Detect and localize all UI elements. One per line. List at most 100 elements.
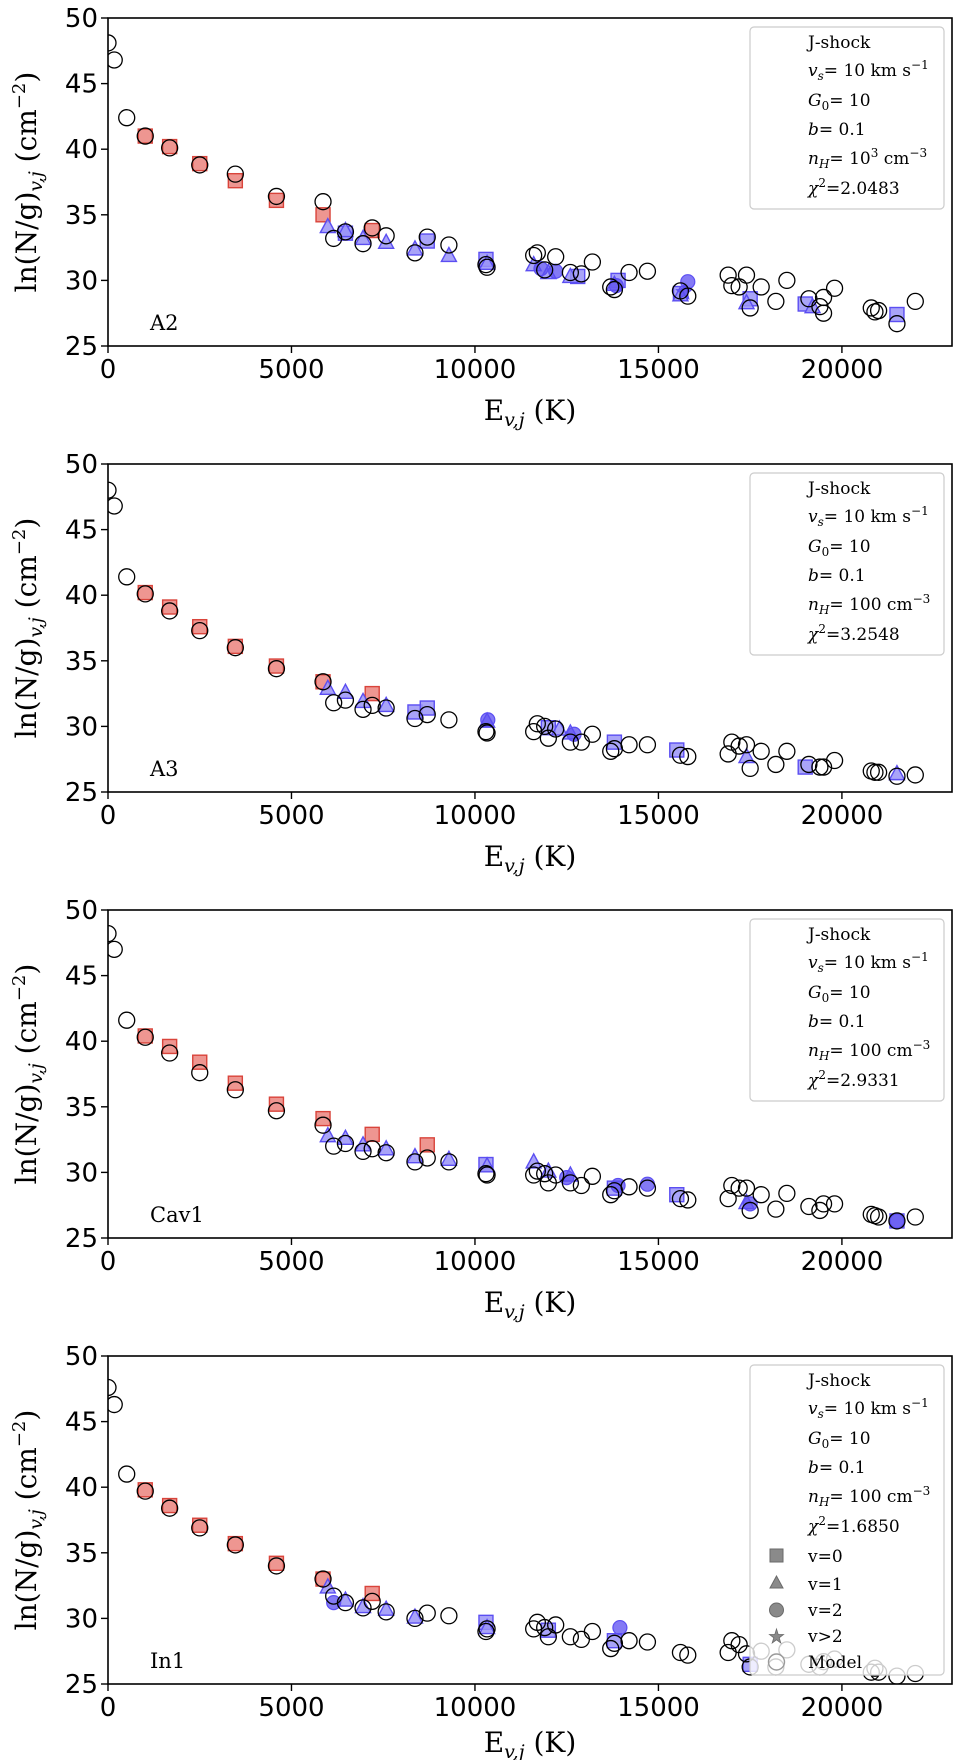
data-point-open-circle bbox=[572, 1176, 591, 1195]
data-point-open-circle bbox=[363, 1592, 381, 1610]
x-tick-label: 0 bbox=[100, 1247, 117, 1277]
data-point-open-circle bbox=[547, 720, 565, 738]
data-point-open-circle bbox=[814, 758, 833, 776]
data-point-open-circle bbox=[160, 602, 179, 620]
y-tick-label: 35 bbox=[65, 1093, 98, 1123]
legend-key-circle-icon bbox=[769, 1602, 784, 1618]
data-point-open-circle bbox=[108, 34, 117, 52]
data-point-open-circle bbox=[814, 304, 833, 322]
data-point-triangle bbox=[319, 678, 337, 696]
legend-key-label: v=2 bbox=[807, 1601, 843, 1621]
data-point-open-circle bbox=[406, 1153, 424, 1171]
data-point-square bbox=[137, 128, 153, 144]
legend-box: J-shock vs= 10 km s−1 G0= 10 b= 0.1 nH= … bbox=[749, 1364, 945, 1676]
plot-frame bbox=[107, 463, 953, 793]
data-point-open-circle bbox=[737, 266, 756, 284]
y-tick-label: 50 bbox=[65, 4, 98, 34]
legend-chi2: χ2=3.2548 bbox=[807, 622, 900, 645]
data-point-triangle bbox=[525, 1152, 543, 1169]
data-point-open-circle bbox=[638, 1633, 657, 1651]
data-point-open-circle bbox=[906, 766, 924, 784]
data-point-open-circle bbox=[118, 1465, 136, 1483]
legend-chi2: χ2=2.0483 bbox=[807, 176, 900, 199]
data-point-open-circle bbox=[536, 717, 554, 736]
y-tick-label: 45 bbox=[65, 962, 98, 992]
legend-key-square-icon bbox=[769, 1548, 784, 1563]
data-point-square bbox=[227, 172, 244, 189]
data-point-open-circle bbox=[741, 759, 759, 778]
legend-g0: G0= 10 bbox=[808, 537, 871, 559]
x-tick-label: 5000 bbox=[258, 801, 324, 831]
data-point-open-circle bbox=[226, 165, 244, 183]
data-point-square bbox=[161, 599, 178, 615]
data-point-triangle bbox=[478, 1618, 496, 1635]
legend-b: b= 0.1 bbox=[808, 120, 866, 140]
data-point-open-circle bbox=[888, 1212, 906, 1230]
data-point-open-circle bbox=[354, 1599, 372, 1617]
panel-cav1: 0 5000 10000 15000 20000 25 30 35 40 45 … bbox=[9, 896, 953, 1323]
data-point-open-circle bbox=[477, 1165, 495, 1183]
y-tick-label: 25 bbox=[65, 332, 98, 362]
data-point-open-circle bbox=[547, 248, 565, 266]
data-point-triangle bbox=[406, 239, 424, 256]
y-tick-label: 40 bbox=[65, 135, 98, 165]
data-point-open-circle bbox=[118, 1011, 136, 1029]
data-point-triangle bbox=[336, 1128, 355, 1145]
data-point-open-circle bbox=[814, 288, 833, 307]
y-axis-label: ln(N/g)v,j (cm−2) bbox=[9, 72, 47, 293]
data-point-open-circle bbox=[418, 705, 436, 724]
data-point-open-circle bbox=[679, 747, 697, 766]
data-point-open-circle bbox=[354, 700, 372, 718]
data-point-triangle bbox=[336, 221, 355, 238]
data-point-triangle bbox=[354, 1597, 372, 1614]
data-point-open-circle bbox=[336, 1134, 355, 1153]
y-axis-label: ln(N/g)v,j (cm−2) bbox=[9, 964, 47, 1185]
data-point-open-circle bbox=[561, 1628, 580, 1646]
data-point-open-circle bbox=[602, 742, 620, 760]
data-point-open-circle bbox=[108, 497, 123, 515]
data-point-open-circle bbox=[478, 1620, 496, 1638]
data-point-square bbox=[315, 207, 331, 223]
data-point-open-circle bbox=[314, 193, 332, 211]
data-point-open-circle bbox=[536, 1165, 554, 1183]
data-point-circle bbox=[639, 1176, 656, 1192]
legend-shock: J-shock bbox=[806, 1371, 871, 1391]
data-point-open-circle bbox=[583, 1622, 602, 1641]
data-point-open-circle bbox=[440, 1153, 458, 1171]
data-point-open-circle bbox=[800, 755, 818, 774]
data-point-square bbox=[889, 306, 905, 323]
data-point-open-circle bbox=[752, 742, 770, 760]
y-tick-label: 30 bbox=[65, 1158, 98, 1188]
data-point-open-circle bbox=[440, 236, 458, 254]
data-point-open-circle bbox=[741, 299, 759, 317]
legend-key-label: v=0 bbox=[807, 1547, 843, 1567]
data-point-open-circle bbox=[418, 1149, 436, 1167]
legend-g0: G0= 10 bbox=[808, 983, 871, 1005]
data-point-open-circle bbox=[336, 691, 355, 709]
plot-frame bbox=[107, 909, 953, 1239]
legend-b: b= 0.1 bbox=[808, 566, 866, 586]
data-point-square bbox=[364, 685, 380, 702]
data-point-circle bbox=[889, 1213, 905, 1229]
x-tick-label: 5000 bbox=[258, 1693, 324, 1723]
data-point-open-circle bbox=[605, 1634, 624, 1652]
x-tick-label: 5000 bbox=[258, 1247, 324, 1277]
data-point-open-circle bbox=[314, 1116, 332, 1134]
x-tick-label: 15000 bbox=[617, 1693, 700, 1723]
y-tick-label: 25 bbox=[65, 1670, 98, 1700]
y-tick-label: 50 bbox=[65, 1342, 98, 1372]
data-point-open-circle bbox=[406, 709, 424, 728]
data-point-open-circle bbox=[825, 751, 844, 770]
data-point-open-circle bbox=[679, 1646, 697, 1664]
data-point-square bbox=[315, 1110, 331, 1127]
data-point-open-circle bbox=[440, 1607, 458, 1625]
y-tick-label: 40 bbox=[65, 581, 98, 611]
y-tick-label: 25 bbox=[65, 778, 98, 808]
y-tick-label: 25 bbox=[65, 1224, 98, 1254]
data-point-open-circle bbox=[191, 156, 209, 174]
y-tick-label: 30 bbox=[65, 712, 98, 742]
data-point-triangle bbox=[354, 228, 372, 246]
data-point-open-circle bbox=[671, 1189, 690, 1208]
data-point-triangle bbox=[377, 1599, 395, 1616]
data-point-open-circle bbox=[136, 1482, 154, 1500]
